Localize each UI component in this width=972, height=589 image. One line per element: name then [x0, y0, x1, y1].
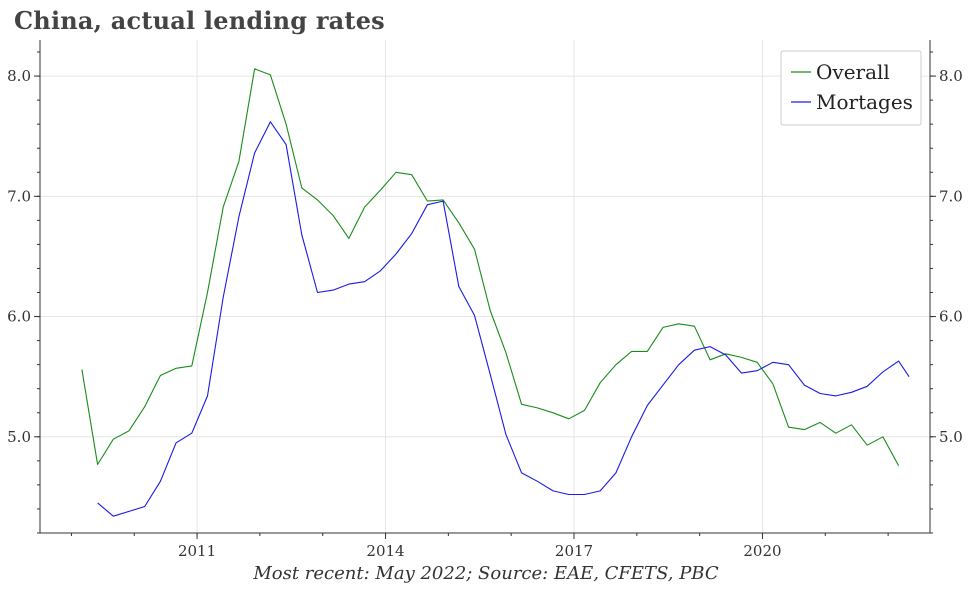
series-layer: [81, 68, 910, 517]
y-tick-label-left: 6.0: [7, 308, 31, 326]
y-tick-label-left: 7.0: [7, 187, 31, 205]
legend-label-overall: Overall: [816, 60, 890, 84]
x-tick-label: 2011: [178, 542, 216, 560]
x-tick-label: 2020: [743, 542, 781, 560]
y-tick-label-left: 8.0: [7, 67, 31, 85]
axes-layer: 5.0 5.0 6.0 6.0 7.0 7.0 8.0 8.0 2011 2014 2017 2020: [7, 40, 963, 560]
legend: Overall Mortages: [780, 50, 922, 126]
legend-label-mortages: Mortages: [816, 90, 913, 114]
series-line-overall: [81, 68, 900, 466]
source-note: Most recent: May 2022; Source: EAE, CFET…: [253, 563, 719, 584]
y-tick-label-right: 7.0: [939, 187, 963, 205]
series-line-mortages: [97, 121, 910, 517]
x-tick-label: 2014: [366, 542, 404, 560]
x-tick-label: 2017: [555, 542, 593, 560]
y-tick-label-right: 6.0: [939, 308, 963, 326]
y-tick-label-right: 8.0: [939, 67, 963, 85]
y-tick-label-left: 5.0: [7, 428, 31, 446]
legend-box: [780, 50, 922, 126]
chart-title: China, actual lending rates: [14, 6, 385, 35]
y-tick-label-right: 5.0: [939, 428, 963, 446]
grid-layer: [40, 40, 930, 533]
